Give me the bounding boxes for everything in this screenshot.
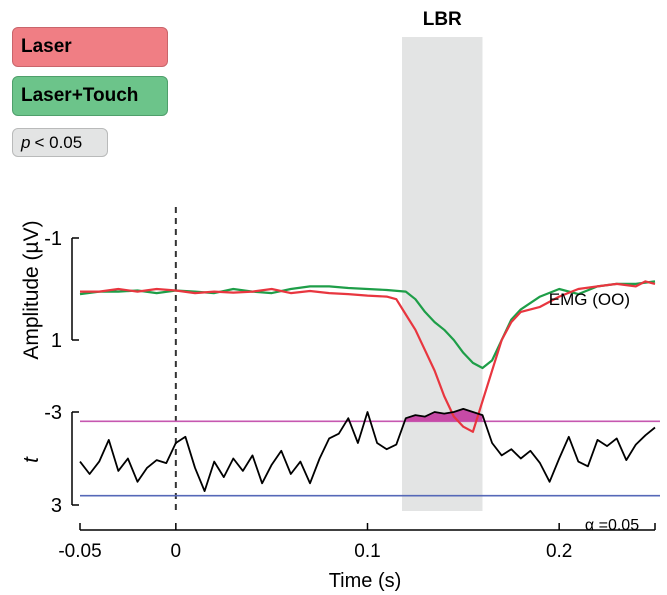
lbr-window <box>402 37 483 511</box>
emg-y-tick-label: -1 <box>44 228 62 250</box>
t-y-axis-label: t <box>20 456 43 463</box>
legend-p-symbol: p <box>21 132 31 152</box>
series-laser-touch-line <box>79 280 656 370</box>
emg-y-tick-label: 1 <box>51 330 62 352</box>
significant-cluster <box>405 408 483 422</box>
x-tick-label: 0.2 <box>546 541 572 562</box>
t-y-tick-label: -3 <box>44 402 62 424</box>
legend-laser-label: Laser <box>21 36 72 57</box>
x-tick-label: -0.05 <box>58 541 101 562</box>
legend-laser: Laser <box>12 27 168 67</box>
series-laser-line <box>80 280 656 433</box>
t-y-tick-label: 3 <box>51 495 62 517</box>
x-axis-label: Time (s) <box>329 570 402 592</box>
lbr-label: LBR <box>423 9 462 30</box>
emg-y-axis-label: Amplitude (µV) <box>20 220 43 359</box>
emg-annotation: EMG (OO) <box>549 290 630 309</box>
legend-p-text: < 0.05 <box>34 132 83 152</box>
legend-laser-touch-label: Laser+Touch <box>21 85 139 106</box>
alpha-label: α =0.05 <box>585 517 639 534</box>
x-tick-label: 0 <box>171 541 182 562</box>
x-tick-label: 0.1 <box>354 541 380 562</box>
t-statistic-line <box>79 408 656 492</box>
legend-significance: p < 0.05 <box>12 128 108 157</box>
legend-laser-touch: Laser+Touch <box>12 76 168 116</box>
